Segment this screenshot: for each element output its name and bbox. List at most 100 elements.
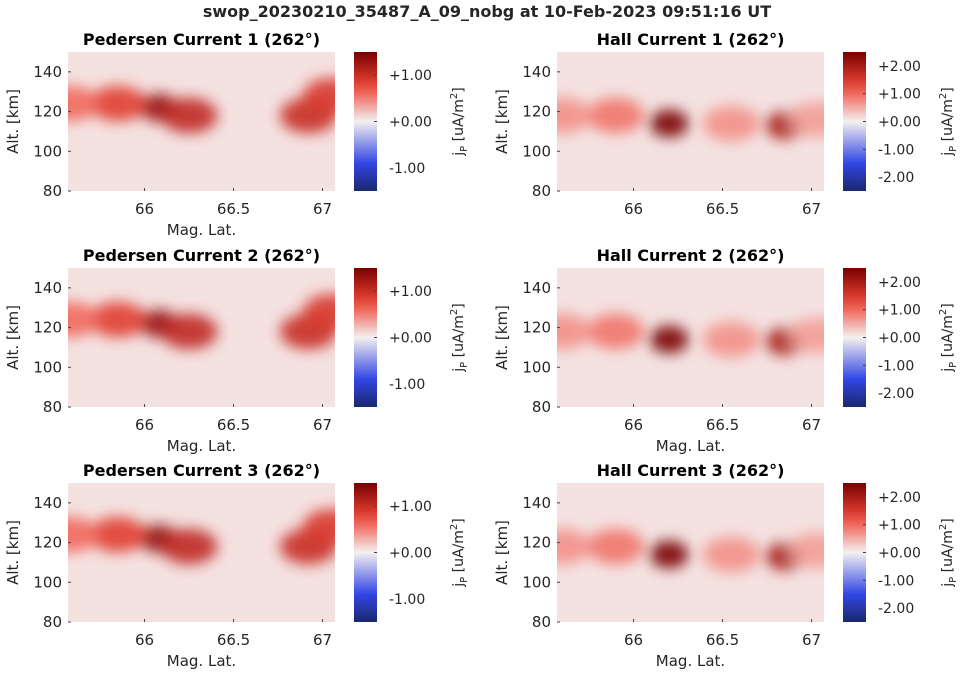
heatmap-field <box>68 52 335 191</box>
colorbar-tick-label: +1.00 <box>389 499 432 515</box>
heatmap-blob <box>557 97 591 134</box>
colorbar-tick-label: +0.00 <box>878 331 921 347</box>
heatmap-blob <box>649 109 689 138</box>
y-tick-label: 120 <box>522 319 551 337</box>
heatmap-blob <box>302 293 335 330</box>
colorbar-tick-label: +1.00 <box>878 303 921 319</box>
colorbar-tick-label: -1.00 <box>878 573 914 589</box>
heatmap-blob <box>160 313 218 350</box>
heatmap-blob <box>160 97 218 134</box>
colorbar <box>354 268 377 407</box>
x-tick-label: 67 <box>802 416 821 434</box>
y-axis-label: Alt. [km] <box>493 305 511 370</box>
colorbar-tick-label: +1.00 <box>878 518 921 534</box>
colorbar-tick-label: +0.00 <box>389 331 432 347</box>
y-tick-label: 120 <box>522 103 551 121</box>
colorbar-label: jP [uA/m2] <box>938 303 959 372</box>
y-tick-label: 140 <box>522 494 551 512</box>
y-tick-label: 120 <box>33 103 62 121</box>
colorbar-tick-label: +2.00 <box>878 490 921 506</box>
panels: Pedersen Current 1 (262°) 80 100 120 140 66 66… <box>4 30 959 670</box>
x-tick-label: 67 <box>313 631 332 649</box>
heatmap-field <box>68 268 335 407</box>
colorbar-tick-label: +1.00 <box>878 87 921 103</box>
heatmap-field <box>557 268 824 407</box>
panel-1: Pedersen Current 1 (262°) 80 100 120 140 66 66… <box>4 30 470 239</box>
x-tick-label: 67 <box>802 631 821 649</box>
panel-title: Pedersen Current 2 (262°) <box>83 246 320 265</box>
panel-3: Pedersen Current 2 (262°) 80 100 120 140 66 66… <box>4 246 470 455</box>
x-tick-label: 66 <box>135 416 154 434</box>
colorbar-tick-label: -1.00 <box>389 161 425 177</box>
y-tick-label: 120 <box>33 534 62 552</box>
colorbar-tick-label: -1.00 <box>878 358 914 374</box>
colorbar-label: jP [uA/m2] <box>449 303 470 372</box>
heatmap-blob <box>788 101 824 138</box>
y-tick-label: 100 <box>33 142 62 160</box>
x-tick-label: 66.5 <box>706 631 739 649</box>
panel-title: Pedersen Current 3 (262°) <box>83 461 320 480</box>
y-tick-label: 140 <box>522 63 551 81</box>
panel-title: Hall Current 3 (262°) <box>597 461 785 480</box>
colorbar <box>354 483 377 622</box>
heatmap-blob <box>788 317 824 354</box>
heatmap-field <box>557 483 824 622</box>
colorbar <box>354 52 377 191</box>
x-tick-label: 66 <box>624 200 643 218</box>
colorbar-tick-label: -1.00 <box>878 142 914 158</box>
x-tick-label: 66 <box>624 631 643 649</box>
colorbar-tick-label: +0.00 <box>389 546 432 562</box>
panel-4: Hall Current 2 (262°) 80 100 120 140 66 66.5 67… <box>493 246 959 455</box>
y-axis-label: Alt. [km] <box>4 89 22 154</box>
colorbar <box>843 52 866 191</box>
y-tick-label: 140 <box>33 279 62 297</box>
x-tick-label: 67 <box>313 416 332 434</box>
x-tick-label: 66 <box>624 416 643 434</box>
x-tick-label: 66.5 <box>706 200 739 218</box>
y-tick-label: 80 <box>43 182 62 200</box>
panel-5: Pedersen Current 3 (262°) 80 100 120 140 66 66… <box>4 461 470 670</box>
heatmap-blob <box>68 301 99 338</box>
heatmap-blob <box>702 536 760 573</box>
colorbar <box>843 483 866 622</box>
x-tick-label: 66 <box>135 631 154 649</box>
colorbar-tick-label: -2.00 <box>878 386 914 402</box>
x-tick-label: 67 <box>313 200 332 218</box>
colorbar-label: jP [uA/m2] <box>449 87 470 156</box>
y-tick-label: 80 <box>532 613 551 631</box>
heatmap-blob <box>702 321 760 358</box>
y-tick-label: 120 <box>33 319 62 337</box>
figure-title: swop_20230210_35487_A_09_nobg at 10-Feb-… <box>203 2 771 21</box>
x-tick-label: 66.5 <box>217 416 250 434</box>
heatmap-blob <box>649 325 689 354</box>
heatmap-blob <box>587 528 645 565</box>
x-axis-label: Mag. Lat. <box>656 652 725 670</box>
colorbar-tick-label: +0.00 <box>878 546 921 562</box>
colorbar-tick-label: +0.00 <box>878 115 921 131</box>
panel-title: Hall Current 1 (262°) <box>597 30 785 49</box>
y-tick-label: 100 <box>33 358 62 376</box>
y-tick-label: 80 <box>43 613 62 631</box>
heatmap-blob <box>788 532 824 569</box>
x-tick-label: 66.5 <box>217 631 250 649</box>
heatmap-blob <box>649 540 689 569</box>
colorbar-tick-label: -2.00 <box>878 601 914 617</box>
y-axis-label: Alt. [km] <box>4 305 22 370</box>
y-tick-label: 140 <box>33 63 62 81</box>
heatmap-blob <box>557 313 591 350</box>
y-axis-label: Alt. [km] <box>4 520 22 585</box>
colorbar-label: jP [uA/m2] <box>449 518 470 587</box>
panel-title: Hall Current 2 (262°) <box>597 246 785 265</box>
colorbar-tick-label: -2.00 <box>878 170 914 186</box>
heatmap-blob <box>557 528 591 565</box>
y-tick-label: 100 <box>522 142 551 160</box>
heatmap-field <box>68 483 335 622</box>
heatmap-blob <box>89 516 147 553</box>
y-tick-label: 80 <box>43 398 62 416</box>
y-tick-label: 140 <box>33 494 62 512</box>
y-tick-label: 100 <box>33 573 62 591</box>
y-tick-label: 80 <box>532 182 551 200</box>
y-axis-label: Alt. [km] <box>493 89 511 154</box>
x-tick-label: 66.5 <box>217 200 250 218</box>
heatmap-blob <box>302 508 335 545</box>
